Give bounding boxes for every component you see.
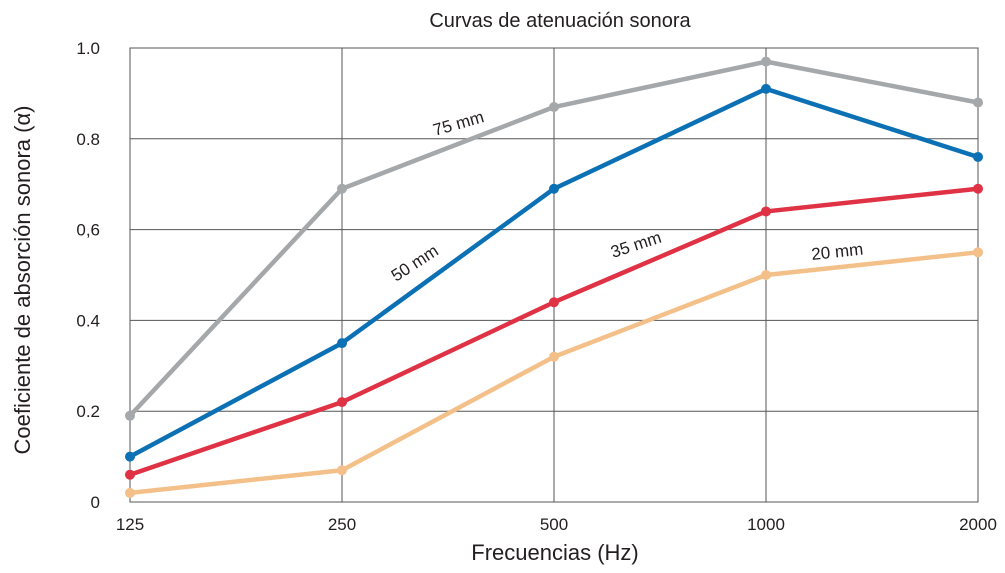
data-point <box>973 183 983 194</box>
data-point <box>337 183 347 194</box>
x-axis-ticks: 125 250 500 1000 2000 <box>116 515 997 534</box>
y-tick-label: 0,6 <box>76 221 100 240</box>
data-point <box>973 247 983 258</box>
x-tick-label: 1000 <box>747 515 785 534</box>
data-point <box>549 351 559 362</box>
y-tick-label: 0.4 <box>76 311 100 330</box>
data-point <box>761 83 771 94</box>
data-point <box>549 102 559 113</box>
y-axis-label: Coeficiente de absorción sonora (α) <box>10 105 35 454</box>
x-axis-label: Frecuencias (Hz) <box>471 540 638 565</box>
grid <box>129 47 979 503</box>
data-point <box>549 297 559 308</box>
data-point <box>337 465 347 476</box>
data-point <box>337 397 347 408</box>
y-tick-label: 0.2 <box>76 402 100 421</box>
x-tick-label: 500 <box>540 515 568 534</box>
series-group <box>125 56 983 498</box>
series-label: 20 mm <box>810 240 864 264</box>
plot-frame <box>129 47 979 503</box>
data-point <box>761 56 771 67</box>
chart-title: Curvas de atenuación sonora <box>429 10 691 32</box>
data-point <box>973 97 983 108</box>
y-tick-label: 0.8 <box>76 130 100 149</box>
data-point <box>761 206 771 217</box>
x-tick-label: 125 <box>116 515 144 534</box>
x-tick-label: 250 <box>328 515 356 534</box>
data-point <box>125 487 135 498</box>
data-point <box>973 151 983 162</box>
x-tick-label: 2000 <box>959 515 997 534</box>
y-axis-ticks: 0 0.2 0.4 0,6 0.8 1.0 <box>76 39 100 512</box>
data-point <box>549 183 559 194</box>
data-point <box>125 451 135 462</box>
data-point <box>125 469 135 480</box>
y-tick-label: 0 <box>91 493 100 512</box>
y-tick-label: 1.0 <box>76 39 100 58</box>
data-point <box>761 270 771 280</box>
data-point <box>337 338 347 349</box>
data-point <box>125 410 135 421</box>
